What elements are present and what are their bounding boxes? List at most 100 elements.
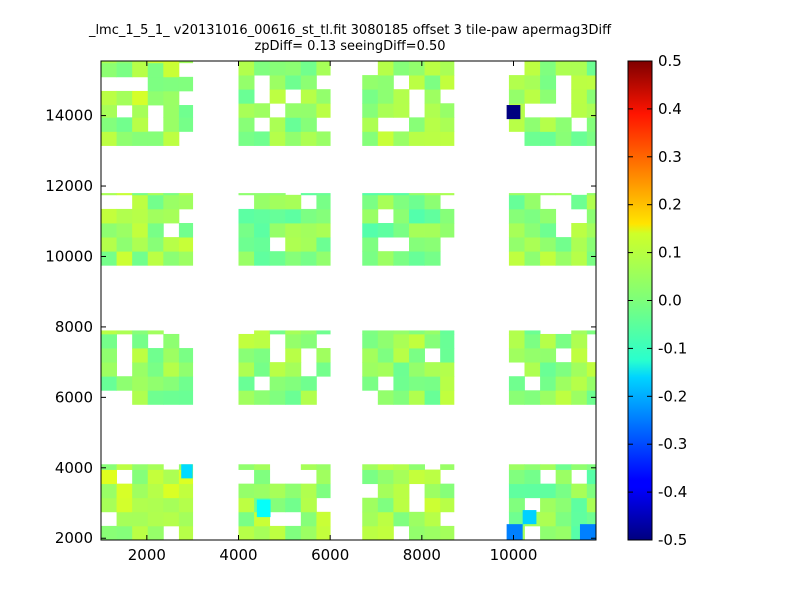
- heatmap-cell: [101, 330, 117, 335]
- heatmap-cell: [254, 362, 271, 377]
- heatmap-cell: [409, 131, 425, 146]
- heatmap-cell: [424, 511, 441, 527]
- heatmap-cell: [555, 390, 572, 405]
- heatmap-cell: [409, 333, 425, 349]
- heatmap-cell: [506, 105, 521, 120]
- heatmap-cell: [540, 89, 557, 104]
- heatmap-cell: [555, 376, 572, 391]
- heatmap-cell: [424, 362, 441, 377]
- heatmap-cell: [147, 251, 164, 266]
- heatmap-cell: [316, 89, 331, 104]
- heatmap-cell: [555, 511, 572, 527]
- heatmap-cell: [424, 525, 441, 541]
- heatmap-cell: [254, 131, 271, 146]
- heatmap-cell: [238, 390, 255, 405]
- heatmap-cell: [163, 90, 180, 106]
- heatmap-cell: [524, 483, 541, 499]
- heatmap-cell: [586, 103, 597, 118]
- heatmap-cell: [147, 497, 164, 513]
- heatmap-cell: [238, 497, 255, 513]
- heatmap-cell: [101, 193, 117, 196]
- heatmap-cell: [238, 348, 255, 363]
- heatmap-cell: [508, 237, 525, 252]
- heatmap-cell: [300, 525, 317, 541]
- x-axis: 2000 4000 6000 8000 10000: [128, 61, 537, 564]
- heatmap-cell: [409, 117, 425, 132]
- heatmap-cell: [285, 223, 302, 238]
- heatmap-cell: [269, 89, 286, 104]
- heatmap-cell: [362, 208, 379, 224]
- heatmap-cell: [586, 223, 597, 238]
- heatmap-cell: [424, 469, 441, 485]
- heatmap-cell: [300, 89, 317, 104]
- heatmap-cell: [269, 330, 286, 335]
- heatmap-cell: [132, 117, 149, 132]
- heatmap-cell: [440, 61, 455, 76]
- heatmap-cell: [377, 333, 394, 349]
- colorbar-tick-label: 0.2: [658, 196, 682, 214]
- heatmap-cell: [116, 117, 133, 132]
- heatmap-cell: [586, 376, 597, 391]
- y-axis: 2000 4000 6000 8000 10000 12000 14000: [45, 107, 596, 547]
- heatmap-cell: [300, 497, 317, 513]
- heatmap-cell: [163, 194, 180, 210]
- heatmap-cell: [409, 208, 425, 224]
- heatmap-cell: [116, 90, 133, 106]
- heatmap-cell: [132, 237, 149, 252]
- x-tick-label: 6000: [311, 546, 349, 564]
- heatmap-cell: [424, 61, 441, 76]
- colorbar-tick-label: 0.4: [658, 100, 682, 118]
- heatmap-cell: [300, 75, 317, 90]
- heatmap-cell: [571, 131, 588, 146]
- heatmap-cell: [440, 208, 455, 224]
- heatmap-cell: [147, 76, 164, 92]
- heatmap-cell: [132, 348, 149, 363]
- heatmap-cell: [393, 362, 410, 377]
- heatmap-cell: [132, 194, 149, 210]
- heatmap-cell: [440, 117, 455, 132]
- heatmap-cell: [377, 390, 394, 405]
- heatmap-cell: [254, 61, 271, 76]
- heatmap-cell: [269, 75, 286, 90]
- heatmap-cell: [393, 61, 410, 76]
- heatmap-cell: [440, 131, 455, 146]
- heatmap-cell: [540, 390, 557, 405]
- heatmap-cell: [508, 469, 525, 485]
- heatmap-cell: [508, 194, 525, 210]
- heatmap-cell: [316, 483, 331, 499]
- heatmap-cell: [285, 362, 302, 377]
- heatmap-cell: [147, 90, 164, 106]
- heatmap-cell: [362, 237, 379, 252]
- heatmap-cell: [524, 117, 541, 132]
- heatmap-cell: [540, 362, 557, 377]
- heatmap-cell: [269, 251, 286, 266]
- heatmap-cell: [540, 193, 557, 196]
- heatmap-cell: [269, 208, 286, 224]
- heatmap-cell: [178, 194, 194, 210]
- heatmap-cell: [424, 237, 441, 252]
- heatmap-cell: [409, 194, 425, 210]
- heatmap-cell: [362, 89, 379, 104]
- heatmap-cell: [586, 469, 597, 485]
- heatmap-cell: [424, 208, 441, 224]
- heatmap-cell: [163, 117, 180, 132]
- heatmap-cell: [377, 75, 394, 90]
- heatmap-cell: [147, 62, 164, 78]
- heatmap-cell: [116, 464, 133, 470]
- heatmap-cell: [116, 193, 133, 196]
- heatmap-cell: [101, 237, 117, 252]
- heatmap-cell: [316, 251, 331, 266]
- heatmap-cell: [101, 469, 117, 485]
- heatmap-cell: [393, 390, 410, 405]
- heatmap-cell: [316, 223, 331, 238]
- heatmap-cell: [362, 348, 379, 363]
- heatmap-cell: [163, 76, 180, 92]
- heatmap-cell: [132, 376, 149, 391]
- heatmap-cell: [285, 497, 302, 513]
- heatmap-cell: [116, 62, 133, 78]
- heatmap-cell: [300, 193, 317, 196]
- heatmap-cell: [101, 223, 117, 238]
- heatmap-cell: [238, 376, 255, 391]
- heatmap-cell: [101, 61, 117, 64]
- heatmap-cell: [555, 193, 572, 196]
